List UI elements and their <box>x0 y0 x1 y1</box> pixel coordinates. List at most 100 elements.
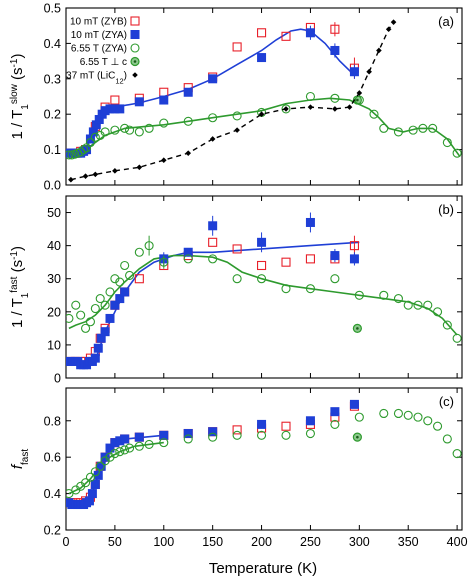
data-point-diamond <box>390 19 397 25</box>
series-3 <box>352 323 362 333</box>
x-tick-label: 50 <box>108 535 122 549</box>
data-point <box>330 407 340 417</box>
data-point <box>208 74 218 84</box>
data-point <box>100 300 110 310</box>
data-point <box>90 303 100 314</box>
data-point <box>330 274 340 284</box>
data-point <box>95 461 105 471</box>
data-point <box>66 313 74 323</box>
series-2 <box>66 91 462 160</box>
data-point <box>100 127 110 137</box>
data-point <box>183 247 193 257</box>
data-point <box>115 277 125 287</box>
data-point <box>393 127 403 137</box>
x-axis-title: Temperature (K) <box>209 560 317 577</box>
data-point <box>305 428 315 439</box>
data-point <box>452 148 462 158</box>
y-tick-label: 50 <box>47 206 61 220</box>
data-point <box>134 247 144 257</box>
data-point <box>85 472 95 482</box>
data-point <box>305 217 315 227</box>
data-point <box>134 274 144 284</box>
data-point <box>159 438 169 448</box>
data-point <box>93 343 103 353</box>
data-point <box>134 127 144 137</box>
data-point <box>423 300 433 310</box>
data-point <box>281 31 291 41</box>
data-point <box>330 93 340 103</box>
legend-marker <box>132 72 138 78</box>
fit-line <box>68 254 458 336</box>
series-1 <box>66 399 359 510</box>
data-point <box>120 434 130 444</box>
data-point <box>305 254 315 264</box>
data-point <box>369 109 379 119</box>
y-tick-label: 30 <box>47 272 61 286</box>
data-point <box>281 284 291 294</box>
panel-a-frame <box>65 7 463 186</box>
series-4 <box>68 19 397 183</box>
data-point <box>257 237 267 247</box>
data-point-diamond <box>356 90 363 96</box>
data-point <box>330 419 340 429</box>
x-tick-label: 0 <box>63 535 70 549</box>
data-point <box>305 416 315 426</box>
data-point <box>208 113 218 123</box>
x-tick-label: 100 <box>153 535 174 549</box>
data-point <box>125 125 135 135</box>
series-2 <box>66 408 462 499</box>
data-point <box>232 430 242 440</box>
legend-label: 6.55 T (ZYA) <box>71 44 127 55</box>
panel-b-frame <box>65 195 463 379</box>
data-point <box>442 137 452 148</box>
y-tick-label: 0.2 <box>44 524 61 538</box>
data-point <box>423 416 433 426</box>
data-point <box>281 257 291 267</box>
data-point <box>305 28 315 38</box>
x-tick-label: 200 <box>251 535 272 549</box>
panels: 0.0 0.1 0.2 0.3 0.4 0.5 (a) 1 / T1slow (s-1) 10 … <box>9 2 468 550</box>
legend-label: 10 mT (ZYB) <box>70 17 127 28</box>
panel-label: (b) <box>438 202 454 217</box>
fit-line <box>68 97 461 158</box>
data-point-diamond <box>332 106 338 112</box>
data-point <box>232 274 242 284</box>
data-point <box>281 104 291 114</box>
data-point <box>452 448 462 459</box>
x-tick-label: 250 <box>300 535 321 549</box>
data-point <box>85 317 95 327</box>
data-point <box>403 300 413 310</box>
data-point <box>76 310 86 320</box>
data-point <box>349 241 359 251</box>
data-point <box>71 300 81 310</box>
legend-label: 6.55 T ⊥ c <box>80 57 127 68</box>
data-point-diamond <box>307 104 314 110</box>
y-tick-label: 0.3 <box>44 72 61 86</box>
data-point <box>281 421 291 431</box>
data-point <box>87 489 97 499</box>
data-point-diamond <box>92 171 99 178</box>
data-point <box>452 333 462 343</box>
data-point <box>144 241 154 251</box>
data-point <box>208 237 218 247</box>
data-point <box>232 42 242 52</box>
data-point-diamond <box>112 168 118 174</box>
legend-marker <box>130 43 140 53</box>
data-point <box>115 447 125 457</box>
data-point <box>125 443 135 453</box>
data-point <box>208 432 218 442</box>
y-axis-title: ffast <box>9 449 31 470</box>
data-point <box>305 284 315 294</box>
data-point <box>105 287 115 297</box>
y-tick-label: 20 <box>47 305 61 319</box>
data-point <box>232 111 242 121</box>
data-point <box>433 421 443 431</box>
data-point <box>90 479 100 489</box>
data-point-center <box>356 435 359 439</box>
y-tick-label: 10 <box>47 338 61 352</box>
legend: 10 mT (ZYB) 10 mT (ZYA) 6.55 T (ZYA) 6.55 T… <box>66 16 140 85</box>
legend-marker-center <box>133 60 137 63</box>
data-point <box>418 123 428 133</box>
data-point <box>110 448 120 459</box>
data-point <box>257 53 267 63</box>
